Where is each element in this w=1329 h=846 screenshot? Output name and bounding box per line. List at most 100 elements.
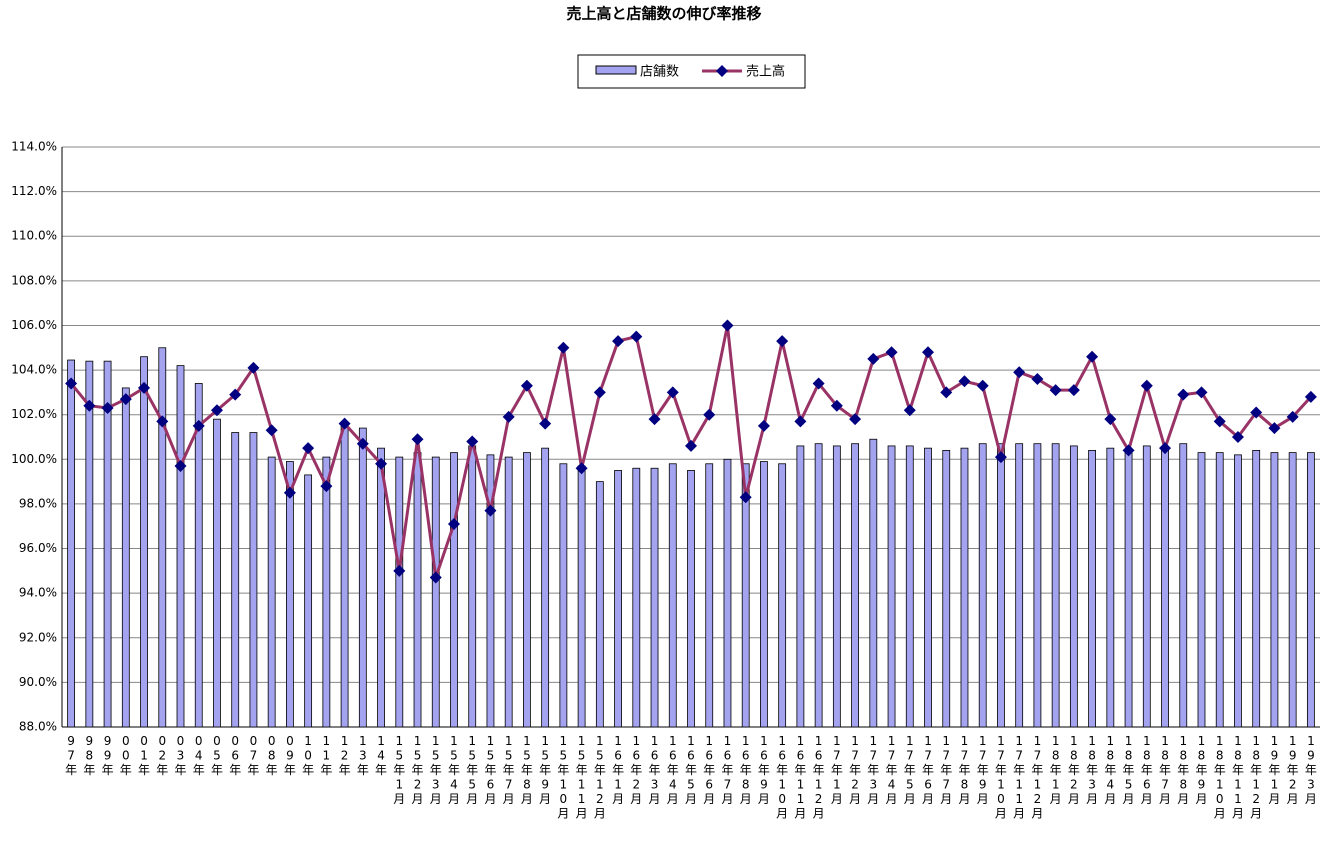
bar <box>395 456 404 728</box>
bar <box>796 445 805 728</box>
bar <box>1124 449 1133 728</box>
marker <box>247 361 260 374</box>
bar <box>1106 447 1115 728</box>
marker <box>867 352 880 365</box>
legend-label: 店舗数 <box>640 65 679 80</box>
bar <box>650 467 659 728</box>
marker <box>648 413 661 426</box>
marker <box>757 419 770 432</box>
bar <box>668 463 677 728</box>
marker <box>593 386 606 399</box>
bar <box>486 454 495 728</box>
bar <box>705 463 714 728</box>
y-tick-label: 112.0% <box>11 184 57 198</box>
marker <box>685 439 697 452</box>
bar <box>468 445 477 728</box>
marker <box>375 457 388 470</box>
marker <box>994 451 1007 464</box>
marker <box>156 415 169 428</box>
bar <box>1069 445 1078 728</box>
bar <box>632 467 641 728</box>
marker <box>903 404 916 417</box>
bar <box>140 356 148 728</box>
bar <box>1306 452 1315 728</box>
marker <box>794 415 807 428</box>
marker <box>1122 444 1135 457</box>
bar <box>942 449 951 728</box>
marker <box>1304 390 1317 403</box>
bar <box>1252 449 1261 728</box>
marker <box>812 377 825 390</box>
bar <box>1161 447 1169 728</box>
marker <box>338 417 351 430</box>
bar <box>504 456 513 728</box>
marker <box>1013 366 1026 379</box>
bar <box>614 470 622 728</box>
y-tick-label: 92.0% <box>19 630 57 644</box>
marker <box>575 462 588 475</box>
marker <box>612 335 625 348</box>
bar <box>960 447 969 728</box>
marker <box>265 424 278 437</box>
marker <box>466 435 479 448</box>
y-tick-label: 90.0% <box>19 675 57 689</box>
bar <box>1088 449 1097 728</box>
legend-label: 売上高 <box>746 64 785 80</box>
bar <box>723 458 732 728</box>
bar <box>1179 443 1188 728</box>
bar <box>194 383 203 728</box>
bar <box>377 447 385 728</box>
bar <box>924 447 932 728</box>
bar <box>851 443 859 728</box>
bar <box>687 470 695 728</box>
marker <box>976 379 989 392</box>
bar <box>832 445 841 728</box>
marker <box>174 460 187 472</box>
bar <box>304 474 313 728</box>
marker <box>1049 384 1062 397</box>
y-tick-label: 106.0% <box>11 318 57 332</box>
marker <box>1213 415 1226 428</box>
marker <box>502 410 515 423</box>
marker <box>320 480 333 493</box>
bar <box>887 445 896 728</box>
marker <box>1104 413 1117 426</box>
marker <box>849 413 862 426</box>
marker <box>101 402 114 414</box>
bar <box>158 347 167 728</box>
bar <box>997 443 1005 728</box>
bar <box>340 423 349 728</box>
y-tick-label: 114.0% <box>11 140 57 154</box>
bar <box>978 443 987 728</box>
